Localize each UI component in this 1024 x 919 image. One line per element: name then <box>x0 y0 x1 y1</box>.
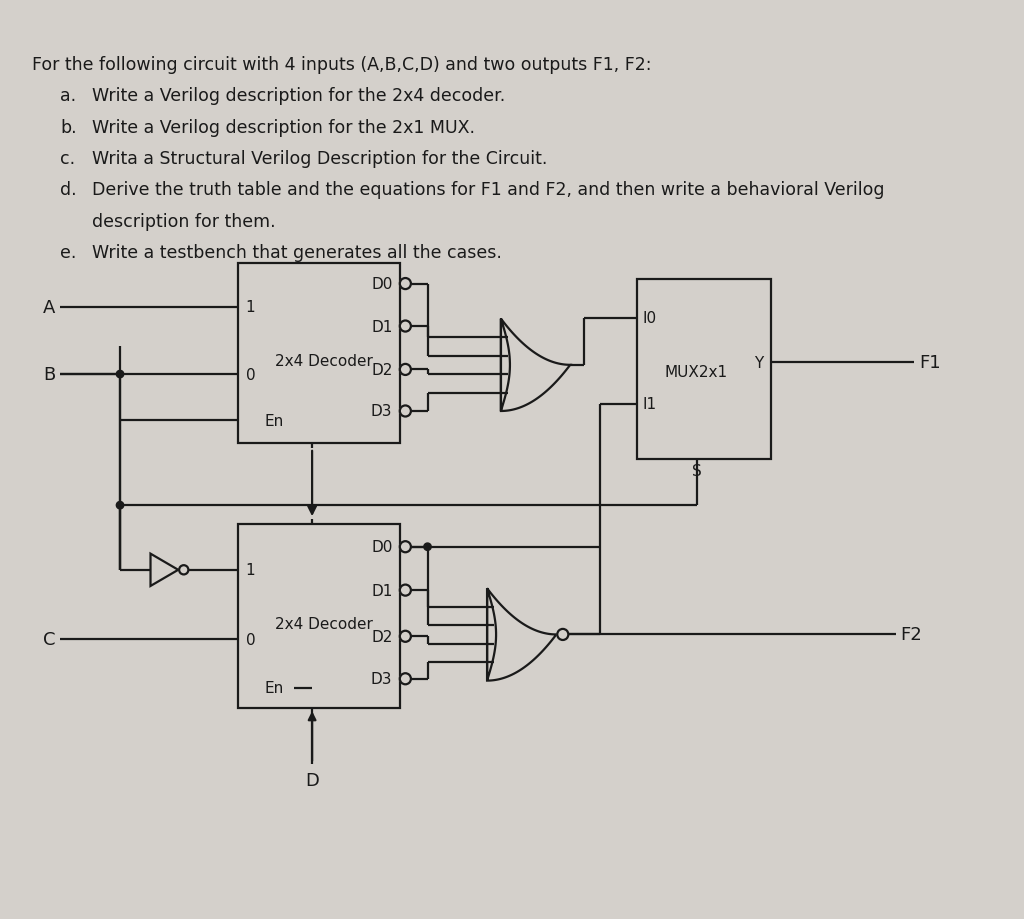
Circle shape <box>399 278 411 289</box>
Text: En: En <box>264 681 284 696</box>
Circle shape <box>399 406 411 417</box>
Text: I1: I1 <box>643 397 656 412</box>
Text: A: A <box>43 299 55 316</box>
Text: a.: a. <box>60 87 76 105</box>
Text: I0: I0 <box>643 311 656 326</box>
Polygon shape <box>151 554 178 586</box>
Text: C: C <box>43 630 55 648</box>
Text: D2: D2 <box>371 362 392 378</box>
Circle shape <box>399 631 411 642</box>
Text: For the following circuit with 4 inputs (A,B,C,D) and two outputs F1, F2:: For the following circuit with 4 inputs … <box>33 56 652 74</box>
Text: S: S <box>692 463 702 478</box>
Text: 0: 0 <box>246 632 255 647</box>
Text: 2x4 Decoder: 2x4 Decoder <box>275 353 373 369</box>
Circle shape <box>557 630 568 641</box>
Circle shape <box>399 584 411 596</box>
Text: D0: D0 <box>371 277 392 291</box>
Circle shape <box>399 541 411 552</box>
FancyBboxPatch shape <box>239 264 399 444</box>
Text: Y: Y <box>755 355 764 370</box>
Circle shape <box>399 321 411 332</box>
Circle shape <box>424 543 431 550</box>
Text: 1: 1 <box>246 300 255 315</box>
Text: F2: F2 <box>900 626 922 643</box>
Text: d.: d. <box>60 181 77 199</box>
Text: D3: D3 <box>371 672 392 686</box>
Text: D2: D2 <box>371 630 392 644</box>
Text: 0: 0 <box>246 368 255 382</box>
Text: Writa a Structural Verilog Description for the Circuit.: Writa a Structural Verilog Description f… <box>92 150 548 168</box>
Text: b.: b. <box>60 119 77 136</box>
Text: D1: D1 <box>371 583 392 598</box>
Text: D: D <box>305 771 319 789</box>
Text: c.: c. <box>60 150 75 168</box>
Text: Write a Verilog description for the 2x4 decoder.: Write a Verilog description for the 2x4 … <box>92 87 506 105</box>
FancyBboxPatch shape <box>637 279 771 460</box>
Text: B: B <box>43 366 55 383</box>
Text: D1: D1 <box>371 319 392 335</box>
Text: Write a Verilog description for the 2x1 MUX.: Write a Verilog description for the 2x1 … <box>92 119 475 136</box>
Text: 1: 1 <box>246 562 255 578</box>
Text: 2x4 Decoder: 2x4 Decoder <box>275 617 373 631</box>
Text: D0: D0 <box>371 539 392 555</box>
Text: F1: F1 <box>919 354 940 371</box>
Text: MUX2x1: MUX2x1 <box>665 364 728 380</box>
Polygon shape <box>501 319 570 412</box>
Circle shape <box>117 371 124 379</box>
Circle shape <box>117 502 124 509</box>
Text: Derive the truth table and the equations for F1 and F2, and then write a behavio: Derive the truth table and the equations… <box>92 181 885 199</box>
Polygon shape <box>487 589 556 681</box>
Text: description for them.: description for them. <box>92 212 275 231</box>
Circle shape <box>179 565 188 574</box>
Text: e.: e. <box>60 244 77 262</box>
Text: Write a testbench that generates all the cases.: Write a testbench that generates all the… <box>92 244 502 262</box>
Text: D3: D3 <box>371 404 392 419</box>
FancyBboxPatch shape <box>239 524 399 709</box>
Circle shape <box>399 674 411 685</box>
Circle shape <box>399 365 411 376</box>
Text: En: En <box>264 414 284 428</box>
